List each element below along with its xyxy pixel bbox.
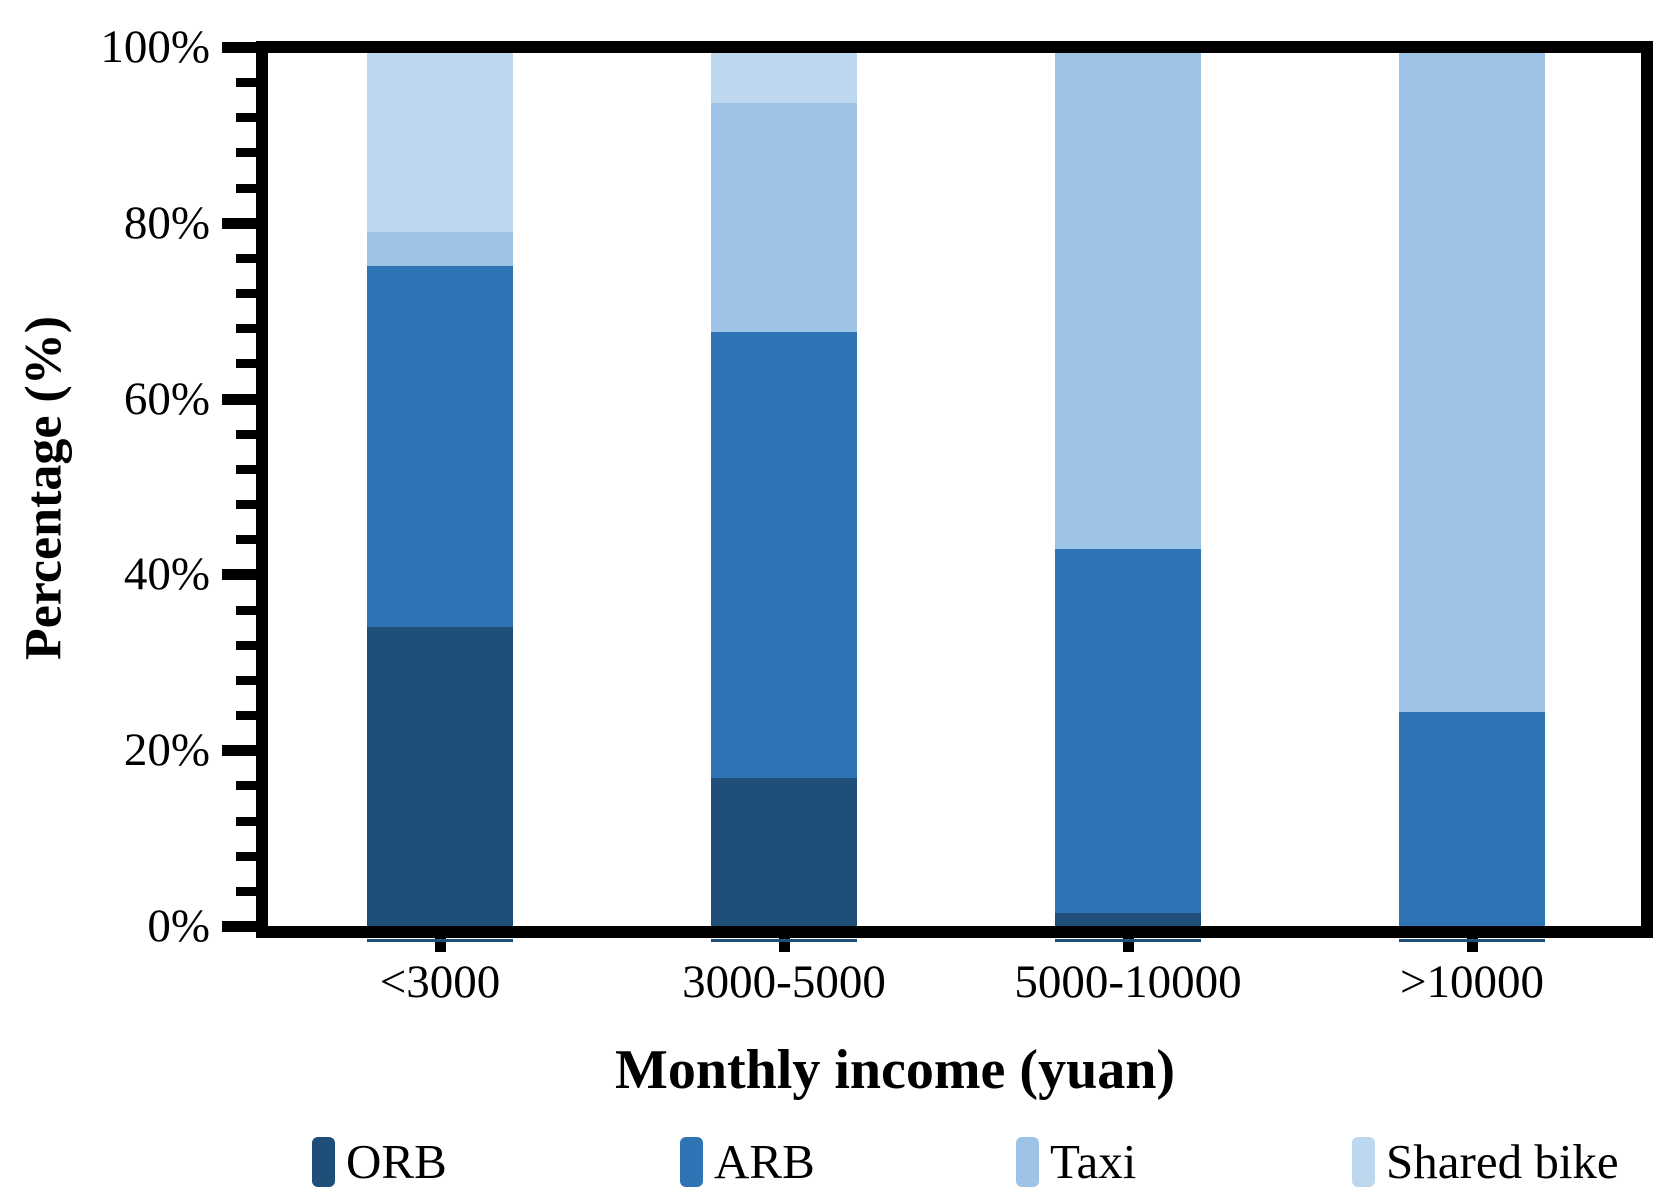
legend-swatch [312,1137,335,1187]
y-axis-tick-label: 80% [123,196,210,249]
x-axis-category-label: 3000-5000 [682,956,886,1008]
bar-segment-shared-bike [711,47,857,104]
bar-segment-arb [711,331,857,779]
y-axis-major-tick [222,42,256,53]
y-axis-major-tick [222,921,256,932]
y-axis-tick-label: 0% [147,900,210,952]
legend-label: Taxi [1050,1134,1137,1189]
bar-segment-taxi [367,232,513,266]
y-axis-major-tick [222,217,256,229]
bar-segment-arb [1399,712,1545,926]
x-axis-category-label: >10000 [1399,956,1544,1008]
y-axis-minor-tick [236,148,256,158]
y-axis-minor-tick [236,535,256,545]
bar-segment-orb [367,627,513,926]
bar-baseline-outline [711,939,857,942]
y-axis-minor-tick [236,183,256,193]
bar-segment-arb [367,265,513,628]
y-axis-minor-tick [236,816,256,826]
bar-baseline-outline [1055,939,1201,942]
y-axis-minor-tick [236,886,256,896]
y-axis-minor-tick [236,675,256,685]
legend-label: ORB [346,1134,447,1189]
bar-baseline-outline [367,939,513,942]
y-axis-minor-tick [236,253,256,263]
bar-segment-shared-bike [367,47,513,233]
bar-segment-orb [711,778,857,926]
y-axis-major-tick [222,745,256,757]
y-axis-minor-tick [236,324,256,334]
y-axis-minor-tick [236,500,256,510]
legend-swatch [1352,1137,1375,1187]
y-axis-major-tick [222,569,256,581]
bar-3000-5000 [711,47,857,926]
y-axis-tick-label: 20% [123,724,210,777]
bars-layer [268,47,1641,926]
y-axis-major-tick [222,393,256,405]
bar-segment-taxi [711,103,857,332]
y-axis-tick-label: 40% [123,548,210,601]
bar-5000-10000 [1055,47,1201,926]
y-axis-minor-tick [236,640,256,650]
bar-<3000 [367,47,513,926]
bar-segment-taxi [1055,47,1201,549]
legend-swatch [680,1137,703,1187]
y-axis-minor-tick [236,605,256,615]
x-axis-tick [1467,938,1478,952]
y-axis-minor-tick [236,359,256,369]
x-axis-tick [1123,938,1134,952]
y-axis-minor-tick [236,851,256,861]
legend-swatch [1016,1137,1039,1187]
legend-item-taxi: Taxi [1016,1134,1136,1190]
legend-item-arb: ARB [680,1134,815,1190]
y-axis-minor-tick [236,78,256,88]
y-axis-minor-tick [236,464,256,474]
bar-segment-arb [1055,548,1201,913]
y-axis-minor-tick [236,289,256,299]
y-axis-minor-tick [236,429,256,439]
y-axis-minor-tick [236,711,256,721]
y-axis-minor-tick [236,781,256,791]
y-axis-tick-label: 60% [123,372,210,425]
y-axis-tick-label: 100% [100,21,210,73]
legend-item-orb: ORB [312,1134,447,1190]
legend-item-shared-bike: Shared bike [1352,1134,1619,1190]
legend: ORB ARB Taxi Shared bike [0,1134,1668,1190]
x-axis-tick [779,938,790,952]
x-axis-category-label: 5000-10000 [1014,956,1242,1008]
legend-label: Shared bike [1386,1134,1619,1189]
y-axis-minor-tick [236,113,256,123]
legend-label: ARB [714,1134,815,1189]
x-axis-category-label: <3000 [379,956,501,1008]
bar-segment-taxi [1399,47,1545,713]
x-axis-title: Monthly income (yuan) [615,1039,1175,1101]
bar->10000 [1399,47,1545,926]
bar-segment-orb [1055,912,1201,926]
bar-baseline-outline [1399,939,1545,942]
x-axis-tick [435,938,446,952]
